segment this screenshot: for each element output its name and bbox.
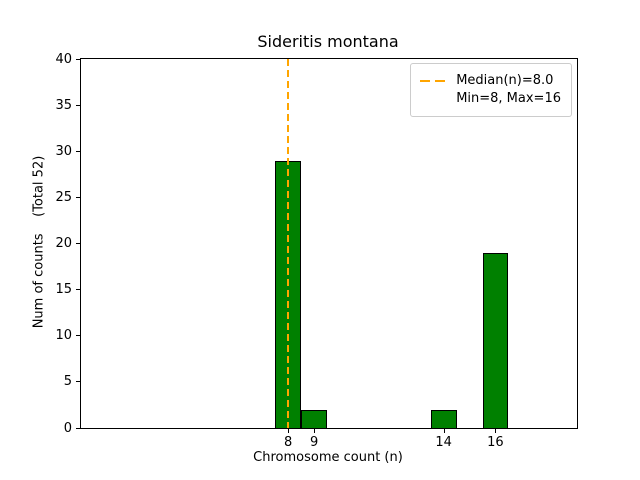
y-tick-label-0: 0 bbox=[63, 420, 72, 436]
chart-title: Sideritis montana bbox=[257, 32, 399, 51]
x-tick-label-14: 14 bbox=[435, 435, 452, 450]
x-tick-14 bbox=[443, 429, 445, 433]
plot-area: Median(n)=8.0 Min=8, Max=16 8 9 14 16 0 5 10 15… bbox=[55, 52, 578, 450]
y-tick-20 bbox=[76, 243, 80, 244]
x-tick-label-9: 9 bbox=[309, 435, 319, 450]
legend-label-minmax: Min=8, Max=16 bbox=[456, 91, 561, 106]
y-tick-5 bbox=[76, 381, 80, 383]
x-tick-8 bbox=[288, 429, 290, 433]
y-tick-label-30: 30 bbox=[55, 143, 72, 159]
y-tick-label-25: 25 bbox=[55, 189, 72, 205]
y-tick-label-5: 5 bbox=[63, 374, 72, 390]
median-line bbox=[287, 59, 290, 428]
legend-entry-minmax: Min=8, Max=16 bbox=[420, 91, 561, 107]
legend-entry-median: Median(n)=8.0 bbox=[420, 73, 561, 89]
bar-x16 bbox=[482, 252, 509, 428]
x-tick-label-16: 16 bbox=[487, 435, 504, 450]
y-axis-label: Num of counts (Total 52) bbox=[31, 155, 47, 329]
bar-x9 bbox=[301, 409, 328, 428]
y-tick-40 bbox=[76, 58, 80, 60]
y-tick-30 bbox=[76, 150, 80, 152]
bar-x14 bbox=[430, 409, 457, 428]
y-tick-0 bbox=[76, 427, 80, 429]
legend-empty-marker bbox=[420, 98, 447, 101]
median-dashed-line-marker bbox=[420, 79, 448, 83]
y-tick-10 bbox=[76, 335, 80, 337]
y-tick-label-10: 10 bbox=[55, 328, 72, 344]
y-tick-15 bbox=[76, 289, 80, 291]
y-tick-35 bbox=[76, 104, 80, 106]
y-tick-label-20: 20 bbox=[55, 236, 72, 251]
x-axis-label: Chromosome count (n) bbox=[253, 450, 403, 465]
y-tick-label-15: 15 bbox=[55, 282, 72, 298]
x-tick-9 bbox=[314, 429, 316, 433]
legend: Median(n)=8.0 Min=8, Max=16 bbox=[410, 63, 572, 117]
y-tick-label-35: 35 bbox=[55, 97, 72, 113]
y-tick-25 bbox=[76, 196, 80, 198]
x-tick-16 bbox=[495, 429, 497, 433]
x-tick-label-8: 8 bbox=[284, 435, 293, 450]
y-tick-label-40: 40 bbox=[55, 51, 72, 67]
legend-label-median: Median(n)=8.0 bbox=[456, 73, 554, 88]
